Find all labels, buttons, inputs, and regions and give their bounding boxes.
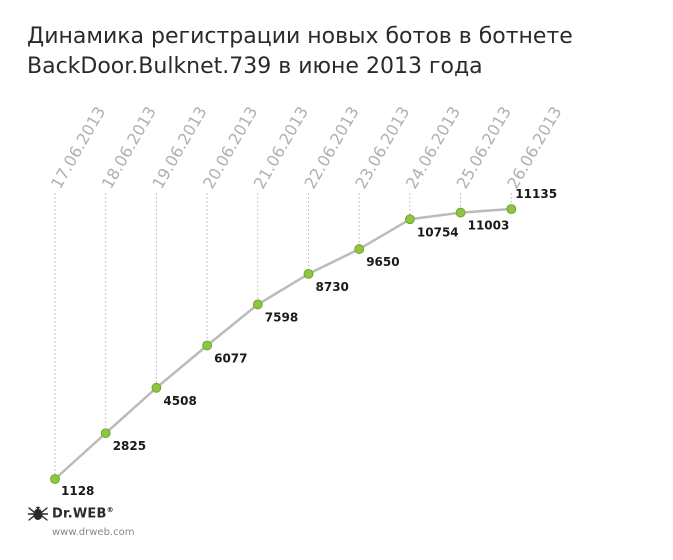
- data-label: 10754: [417, 225, 459, 239]
- series-line-group: [54, 207, 512, 480]
- x-tick-labels: 17.06.201318.06.201319.06.201320.06.2013…: [47, 103, 566, 192]
- brand-name: Dr.WEB: [52, 506, 107, 522]
- data-label: 8730: [316, 280, 349, 294]
- series-line: [54, 207, 512, 480]
- guide-lines: [54, 193, 512, 479]
- data-point: [151, 382, 162, 393]
- data-label: 7598: [265, 310, 298, 324]
- data-point: [252, 299, 263, 310]
- chart-title-line-1: Динамика регистрации новых ботов в ботне…: [27, 24, 573, 49]
- data-point: [506, 204, 517, 214]
- data-label: 11003: [468, 219, 510, 233]
- chart-title-line-2: BackDoor.Bulknet.739 в июне 2013 года: [27, 54, 483, 79]
- brand-logo: Dr.WEB®: [28, 505, 114, 523]
- chart-title: Динамика регистрации новых ботов в ботне…: [27, 22, 573, 82]
- spider-icon: [28, 506, 48, 521]
- data-label: 1128: [61, 484, 94, 498]
- data-point: [100, 428, 111, 439]
- data-point: [354, 244, 365, 254]
- data-point: [50, 474, 60, 484]
- data-point: [455, 207, 466, 218]
- brand-url: www.drweb.com: [52, 527, 135, 538]
- data-label: 11135: [515, 187, 557, 201]
- data-point: [303, 268, 314, 279]
- data-label: 4508: [163, 394, 196, 408]
- data-point: [404, 214, 415, 225]
- data-points: [50, 204, 517, 484]
- data-label: 6077: [214, 351, 247, 365]
- data-labels: 1128 2825 4508 6077 7598 8730 9650 10754 11003 11…: [61, 187, 557, 498]
- data-point: [202, 340, 213, 351]
- data-label: 9650: [366, 255, 399, 269]
- brand-logo-text: Dr.WEB®: [52, 506, 114, 521]
- data-label: 2825: [113, 439, 146, 453]
- registered-mark: ®: [106, 506, 114, 515]
